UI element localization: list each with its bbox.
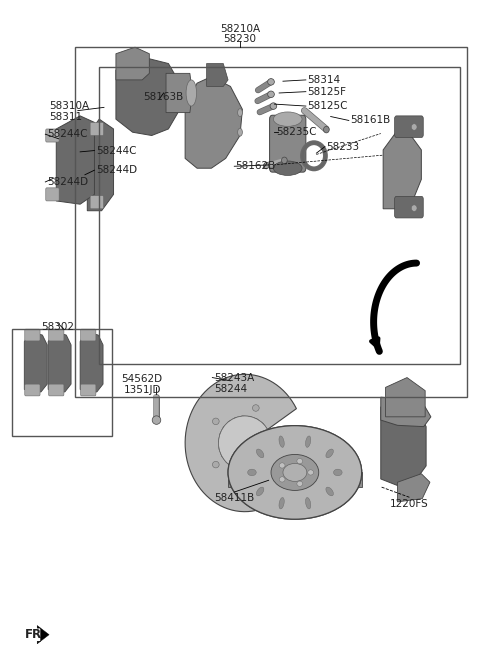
FancyBboxPatch shape (81, 384, 96, 396)
Polygon shape (166, 74, 192, 112)
Text: 54562D: 54562D (121, 374, 163, 384)
Ellipse shape (297, 481, 302, 486)
Ellipse shape (238, 108, 242, 116)
Text: 58230: 58230 (224, 34, 256, 44)
Ellipse shape (279, 463, 285, 468)
Ellipse shape (268, 79, 275, 85)
Text: 58210A: 58210A (220, 24, 260, 34)
Ellipse shape (256, 487, 264, 496)
Ellipse shape (152, 416, 161, 424)
Ellipse shape (326, 449, 334, 458)
Polygon shape (385, 378, 425, 417)
Ellipse shape (252, 405, 259, 411)
Bar (12, 328, 112, 436)
Text: 58233: 58233 (326, 142, 359, 152)
FancyBboxPatch shape (395, 116, 423, 137)
Polygon shape (87, 119, 114, 211)
Text: 58243A: 58243A (214, 373, 254, 383)
Polygon shape (185, 77, 242, 168)
Polygon shape (24, 332, 47, 392)
Text: 58302: 58302 (41, 322, 74, 332)
Polygon shape (397, 474, 430, 502)
Ellipse shape (270, 102, 277, 109)
FancyBboxPatch shape (90, 122, 104, 135)
FancyBboxPatch shape (25, 384, 40, 396)
Text: 58411B: 58411B (214, 493, 254, 503)
Text: 58244: 58244 (214, 384, 247, 394)
Polygon shape (48, 332, 71, 392)
Text: 58162B: 58162B (235, 161, 276, 171)
Ellipse shape (213, 461, 219, 468)
Text: 58244C: 58244C (47, 129, 87, 139)
Polygon shape (185, 374, 301, 512)
Ellipse shape (326, 487, 334, 496)
Text: 58310A: 58310A (49, 101, 89, 111)
Text: 58314: 58314 (307, 75, 340, 85)
Text: 58311: 58311 (49, 112, 82, 122)
Ellipse shape (411, 124, 417, 130)
Text: 58244C: 58244C (96, 146, 136, 156)
Ellipse shape (279, 497, 284, 509)
Ellipse shape (283, 463, 307, 482)
Ellipse shape (279, 436, 284, 447)
Ellipse shape (334, 469, 342, 476)
Ellipse shape (256, 449, 264, 458)
Ellipse shape (228, 426, 362, 519)
FancyBboxPatch shape (270, 115, 306, 172)
Ellipse shape (277, 440, 284, 446)
Ellipse shape (238, 128, 242, 136)
Ellipse shape (213, 418, 219, 424)
Ellipse shape (264, 162, 269, 169)
Ellipse shape (248, 469, 256, 476)
Text: FR.: FR. (25, 628, 47, 641)
Polygon shape (381, 397, 431, 426)
Text: 58125F: 58125F (307, 87, 346, 97)
Text: 58244D: 58244D (47, 177, 88, 187)
Ellipse shape (228, 426, 362, 519)
Bar (75, 47, 467, 397)
Polygon shape (116, 47, 149, 80)
FancyBboxPatch shape (25, 329, 40, 341)
FancyBboxPatch shape (46, 188, 59, 201)
Ellipse shape (281, 157, 287, 164)
Ellipse shape (268, 91, 275, 97)
FancyBboxPatch shape (46, 129, 59, 142)
Polygon shape (37, 625, 49, 644)
Text: 58235C: 58235C (276, 127, 316, 137)
FancyBboxPatch shape (81, 329, 96, 341)
Ellipse shape (297, 459, 302, 464)
Polygon shape (80, 332, 103, 392)
Polygon shape (381, 401, 426, 486)
Text: 1351JD: 1351JD (123, 386, 161, 396)
Text: 58125C: 58125C (307, 101, 348, 111)
FancyBboxPatch shape (395, 196, 423, 218)
Polygon shape (116, 57, 178, 135)
Ellipse shape (279, 477, 285, 482)
Text: 58163B: 58163B (144, 92, 184, 102)
Ellipse shape (252, 475, 259, 482)
Ellipse shape (306, 436, 311, 447)
Polygon shape (228, 472, 362, 487)
FancyBboxPatch shape (90, 196, 104, 209)
Ellipse shape (274, 161, 302, 175)
Text: 58161B: 58161B (350, 116, 390, 125)
Ellipse shape (411, 205, 417, 212)
FancyBboxPatch shape (48, 384, 64, 396)
Ellipse shape (186, 80, 197, 106)
Ellipse shape (306, 497, 311, 509)
Polygon shape (206, 64, 228, 87)
Polygon shape (383, 133, 421, 209)
Ellipse shape (274, 112, 302, 126)
FancyBboxPatch shape (48, 329, 64, 341)
Text: 58244D: 58244D (96, 165, 137, 175)
Ellipse shape (218, 416, 271, 470)
Text: 1220FS: 1220FS (390, 499, 429, 509)
Polygon shape (56, 116, 95, 204)
Ellipse shape (271, 455, 319, 490)
Bar (99, 67, 459, 365)
Ellipse shape (308, 470, 313, 475)
Ellipse shape (324, 126, 329, 133)
